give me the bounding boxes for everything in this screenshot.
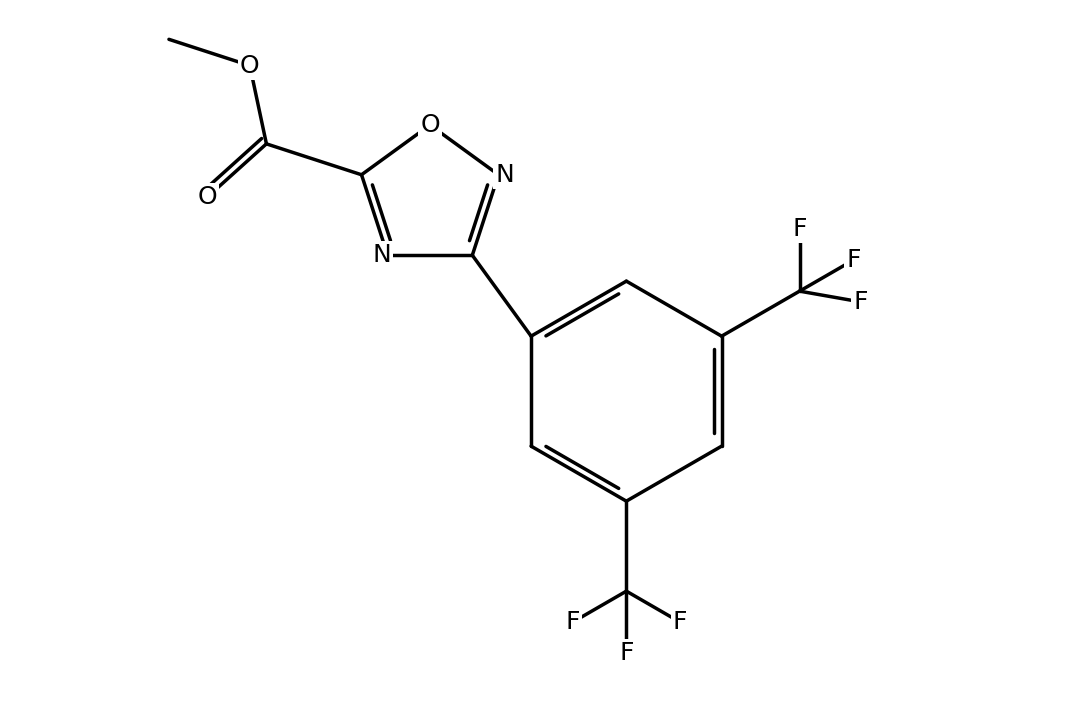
Text: O: O xyxy=(197,185,217,209)
Text: F: F xyxy=(853,290,868,314)
Text: F: F xyxy=(673,610,688,634)
Text: N: N xyxy=(495,163,513,187)
Text: N: N xyxy=(373,244,391,267)
Text: F: F xyxy=(792,217,807,241)
Text: F: F xyxy=(566,610,580,634)
Text: O: O xyxy=(240,53,259,78)
Text: O: O xyxy=(420,113,439,137)
Text: F: F xyxy=(619,641,633,665)
Text: F: F xyxy=(846,248,860,272)
